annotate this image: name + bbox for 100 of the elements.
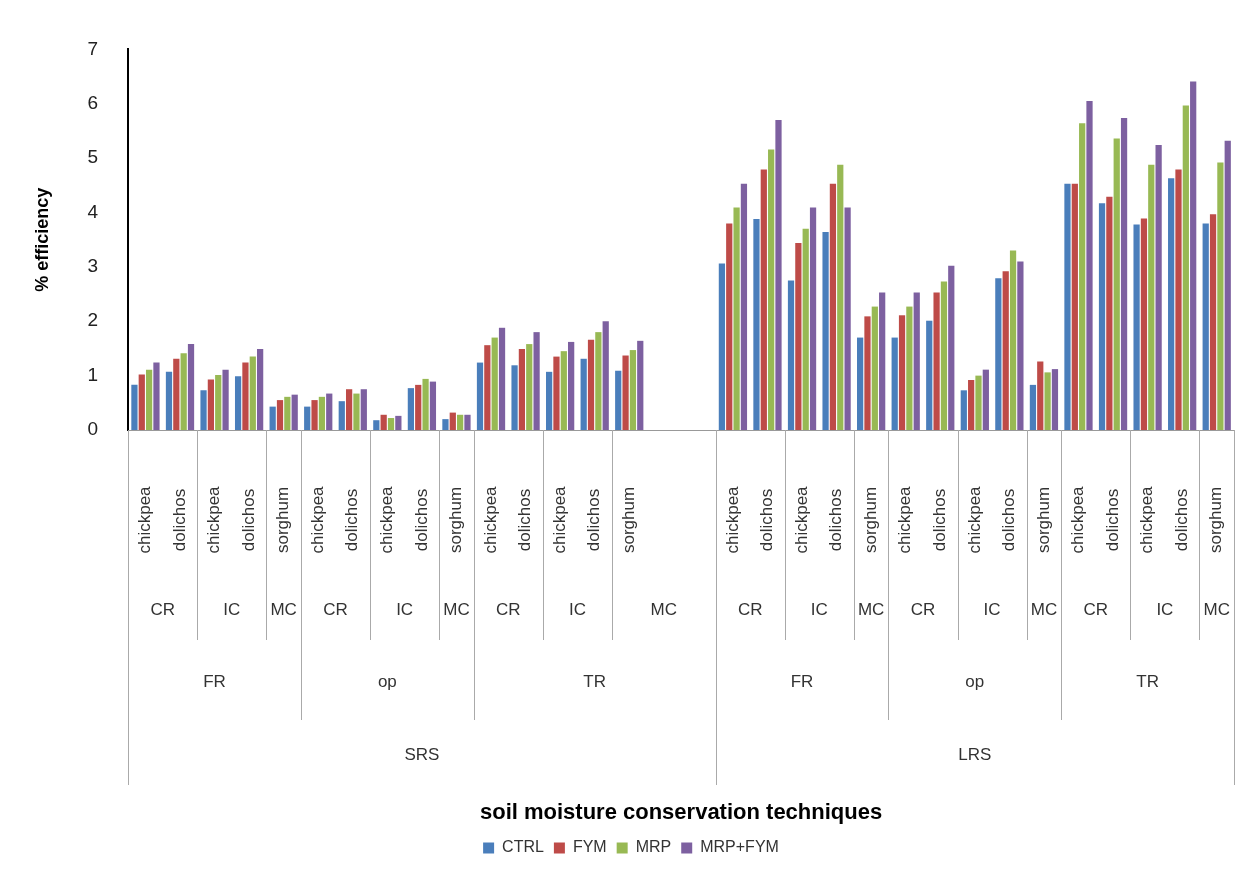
bar xyxy=(753,219,760,430)
text: IC xyxy=(810,599,828,619)
bar xyxy=(165,371,173,430)
bar xyxy=(464,414,471,430)
bar xyxy=(1009,250,1017,430)
bar xyxy=(146,369,153,430)
bar xyxy=(615,370,622,430)
bar xyxy=(1071,183,1078,430)
bar xyxy=(1086,101,1093,430)
bar xyxy=(968,379,975,430)
bar xyxy=(1113,138,1120,430)
bar xyxy=(269,406,276,430)
bar xyxy=(131,384,138,430)
x-tick-label: dolichos xyxy=(584,488,604,552)
bar xyxy=(200,390,207,430)
text: MC xyxy=(1030,599,1058,619)
bar xyxy=(429,381,437,430)
bar xyxy=(1044,372,1051,430)
bar xyxy=(284,396,291,430)
bar xyxy=(906,306,913,430)
bar xyxy=(249,356,256,430)
bar xyxy=(1002,271,1009,430)
x-tick-label: sorghum xyxy=(1206,486,1226,554)
legend-label: MRP+FYM xyxy=(700,838,779,856)
bar xyxy=(871,306,878,430)
text: LRS xyxy=(958,744,992,764)
x-tick-label: chickpea xyxy=(307,485,327,554)
bar xyxy=(476,362,484,430)
bar xyxy=(829,183,837,430)
bar xyxy=(1029,384,1037,430)
text: MC xyxy=(650,599,678,619)
text: CR xyxy=(150,599,176,619)
bar xyxy=(560,351,567,430)
bar xyxy=(234,376,242,430)
bar xyxy=(360,389,367,430)
x-tick-label: sorghum xyxy=(618,486,638,554)
bar xyxy=(380,414,387,430)
x-tick-label: sorghum xyxy=(1033,486,1053,554)
bar xyxy=(787,280,795,430)
bar xyxy=(326,393,333,430)
y-tick-label: 1 xyxy=(87,363,99,385)
bar xyxy=(422,378,429,430)
bar xyxy=(926,320,933,430)
bar xyxy=(180,353,187,430)
bar xyxy=(242,362,249,430)
x-tick-label: dolichos xyxy=(169,488,189,552)
bar xyxy=(1155,145,1162,430)
x-tick-label: chickpea xyxy=(377,485,397,554)
bar xyxy=(457,414,464,430)
x-tick-label: sorghum xyxy=(860,486,880,554)
bar xyxy=(995,278,1002,430)
bar xyxy=(304,406,311,430)
bar xyxy=(637,340,644,430)
text: CR xyxy=(1083,599,1109,619)
bar xyxy=(318,396,326,430)
bar xyxy=(187,344,195,430)
bar xyxy=(207,379,215,430)
bar xyxy=(553,356,560,430)
x-tick-label: sorghum xyxy=(273,486,293,554)
bar xyxy=(913,292,920,430)
bar xyxy=(138,374,145,430)
bar xyxy=(1217,162,1224,430)
x-tick-label: chickpea xyxy=(964,485,984,554)
bar xyxy=(837,164,844,430)
x-tick-label: chickpea xyxy=(895,485,915,554)
text: MC xyxy=(443,599,470,619)
bar xyxy=(353,393,360,430)
legend-label: FYM xyxy=(572,838,607,856)
bar xyxy=(879,292,886,430)
bar xyxy=(587,339,595,430)
x-tick-label: dolichos xyxy=(999,488,1019,552)
bar xyxy=(173,358,180,430)
bar xyxy=(215,375,222,430)
text: IC xyxy=(396,599,414,619)
text: FR xyxy=(790,671,814,691)
y-tick-label: 7 xyxy=(87,37,99,59)
text: op xyxy=(377,671,397,691)
bar xyxy=(629,350,637,430)
bar xyxy=(1224,140,1231,430)
bar xyxy=(857,337,864,430)
text: soil moisture conservation techniques xyxy=(479,799,883,825)
y-tick-label: 4 xyxy=(87,200,99,222)
bar xyxy=(1209,214,1217,430)
text: MC xyxy=(270,599,297,619)
bar xyxy=(740,183,748,430)
bar xyxy=(982,369,989,430)
bar xyxy=(511,365,518,430)
bar xyxy=(395,415,402,430)
bar xyxy=(975,375,982,430)
bar xyxy=(580,358,587,430)
bar xyxy=(809,207,817,430)
text: IC xyxy=(568,599,586,619)
bar xyxy=(291,394,298,430)
bar xyxy=(373,420,380,430)
text: FR xyxy=(203,671,226,691)
bar xyxy=(257,348,264,430)
bar xyxy=(768,149,775,430)
text: CR xyxy=(496,599,521,619)
bar xyxy=(1175,169,1182,430)
bar xyxy=(733,207,740,430)
